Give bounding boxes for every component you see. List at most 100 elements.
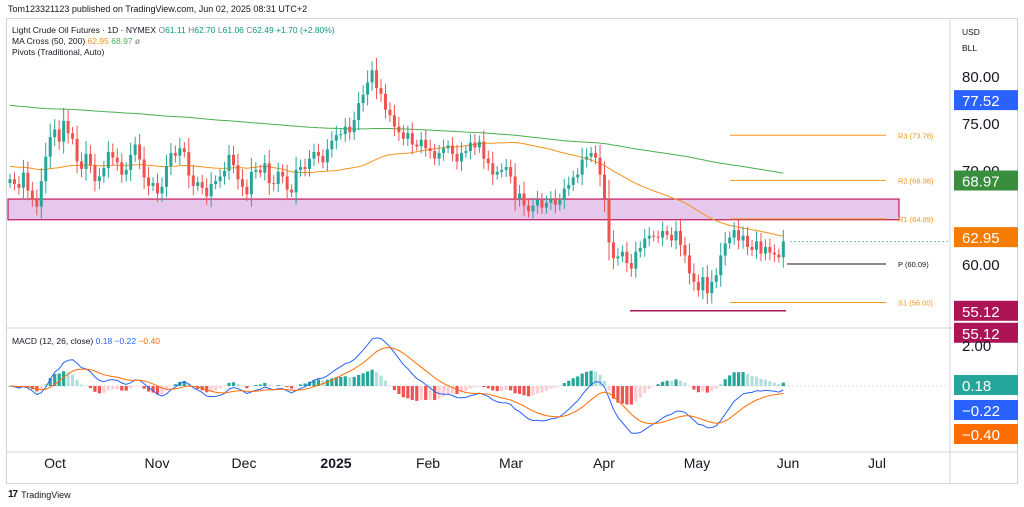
candle-body	[777, 254, 781, 258]
time-tick-4: Feb	[416, 455, 440, 471]
candle-body	[500, 169, 504, 172]
price-badge-0: 77.52	[962, 93, 1000, 110]
candle-body	[205, 187, 209, 197]
candle-body	[781, 241, 785, 258]
candle-body	[768, 247, 772, 253]
candle-body	[44, 156, 48, 182]
candle-body	[361, 94, 365, 104]
macd-histogram-bar	[777, 383, 781, 386]
candle-body	[129, 154, 133, 170]
macd-histogram-bar	[723, 379, 727, 386]
candle-body	[258, 169, 262, 173]
legend-ma-row[interactable]: MA Cross (50, 200) 62.95 68.97 ø	[12, 36, 140, 46]
macd-histogram-bar	[728, 375, 732, 386]
candle-body	[111, 152, 115, 158]
macd-histogram-bar	[459, 386, 464, 393]
macd-histogram-bar	[290, 386, 294, 389]
candle-body	[665, 231, 669, 235]
candle-body	[138, 144, 142, 160]
macd-histogram-bar	[214, 386, 218, 391]
macd-histogram-bar	[611, 386, 616, 399]
macd-histogram-bar	[446, 386, 450, 395]
macd-badge-bg-2	[954, 424, 1018, 444]
candle-body	[576, 174, 580, 178]
candle-body	[620, 251, 624, 257]
macd-histogram-bar	[298, 384, 303, 386]
candle-body	[580, 159, 584, 175]
macd-histogram-bar	[303, 383, 307, 386]
macd-histogram-bar	[222, 386, 227, 387]
legend-macd-row[interactable]: MACD (12, 26, close) 0.18 −0.22 −0.40	[12, 336, 160, 346]
macd-histogram-bar	[155, 386, 160, 395]
candle-body	[316, 152, 320, 156]
candle-body	[401, 132, 405, 139]
macd-histogram-bar	[647, 386, 651, 390]
candle-body	[232, 154, 235, 166]
macd-histogram-bar	[433, 386, 437, 401]
candle-body	[746, 235, 750, 248]
currency-unit[interactable]: BLL	[962, 43, 978, 53]
macd-histogram-bar	[616, 386, 620, 403]
macd-histogram-bar	[75, 379, 79, 386]
candle-body	[245, 186, 249, 195]
price-tick-4: 60.00	[962, 257, 1000, 274]
macd-histogram-bar	[348, 377, 352, 386]
time-tick-5: Mar	[499, 455, 523, 471]
pivot-label-1: R2 (68.98)	[898, 176, 934, 185]
candle-body	[379, 88, 383, 94]
macd-histogram-bar	[93, 386, 97, 392]
candle-body	[518, 193, 522, 200]
candle-body	[696, 281, 700, 291]
candle-body	[290, 189, 294, 193]
candle-body	[687, 255, 691, 274]
macd-histogram-bar	[44, 383, 48, 386]
candle-body	[348, 126, 352, 133]
legend-hist-value: −0.40	[138, 336, 160, 346]
legend-ma50-value: 62.95	[87, 36, 109, 46]
macd-histogram-bar	[750, 375, 754, 386]
macd-histogram-bar	[495, 386, 499, 392]
candle-body	[741, 235, 745, 241]
candle-body	[240, 179, 244, 187]
legend-pivots-row[interactable]: Pivots (Traditional, Auto)	[12, 47, 104, 57]
macd-histogram-bar	[267, 384, 271, 386]
macd-histogram-bar	[169, 386, 173, 387]
macd-histogram-bar	[576, 376, 580, 386]
macd-histogram-bar	[754, 376, 759, 386]
macd-histogram-bar	[415, 386, 419, 401]
candle-body	[451, 145, 455, 154]
macd-histogram-bar	[53, 373, 57, 386]
published-line: Tom123321123 published on TradingView.co…	[8, 4, 308, 14]
macd-histogram-bar	[553, 386, 557, 388]
price-tick-0: 80.00	[962, 69, 1000, 86]
macd-histogram-bar	[106, 386, 110, 391]
macd-histogram-bar	[737, 372, 741, 386]
candle-body	[754, 241, 758, 250]
price-badge-bg-3	[954, 300, 1018, 321]
candle-body	[656, 236, 660, 238]
candle-body	[674, 231, 678, 241]
macd-histogram-bar	[643, 386, 647, 393]
tradingview-logo-icon: 17	[8, 489, 18, 500]
macd-histogram-bar	[401, 386, 405, 398]
candle-body	[66, 121, 70, 134]
candle-body	[594, 152, 598, 158]
currency-code[interactable]: USD	[962, 27, 980, 37]
legend-symbol[interactable]: Light Crude Oil Futures · 1D · NYMEX	[12, 25, 157, 35]
candle-body	[120, 162, 124, 175]
candle-body	[477, 141, 481, 148]
macd-histogram-bar	[669, 380, 674, 386]
time-tick-2: Dec	[232, 455, 257, 471]
macd-badge-0: 0.18	[962, 378, 991, 395]
macd-histogram-bar	[768, 381, 772, 386]
candle-body	[692, 273, 696, 282]
ma50-line	[9, 141, 784, 237]
candle-body	[603, 174, 607, 200]
candle-body	[643, 238, 647, 248]
macd-histogram-bar	[500, 386, 504, 391]
candle-body	[173, 152, 177, 156]
legend-ma-label: MA Cross (50, 200)	[12, 36, 86, 46]
macd-histogram-bar	[325, 379, 329, 386]
macd-histogram-bar	[598, 374, 602, 386]
